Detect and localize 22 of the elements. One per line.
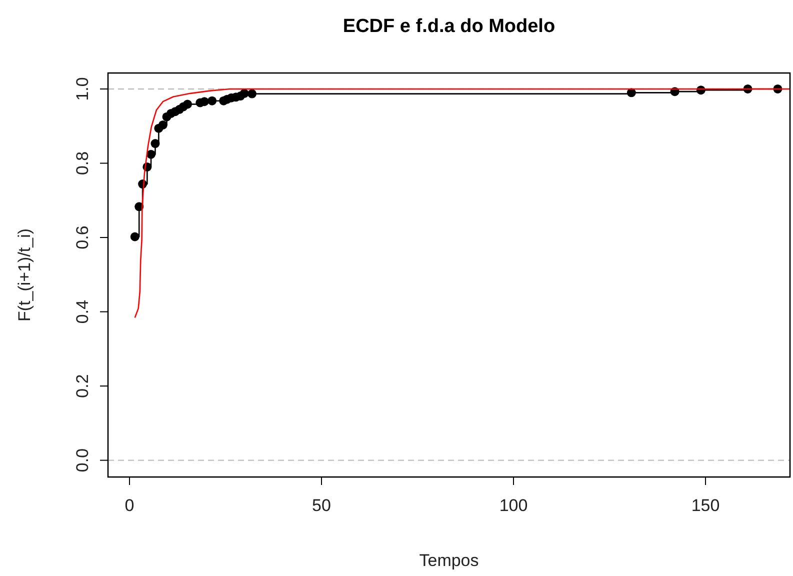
line-series — [134, 88, 791, 318]
point — [130, 232, 140, 242]
x-axis-title: Tempos — [419, 551, 479, 570]
point — [248, 89, 257, 98]
y-tick-label: 0.6 — [73, 226, 92, 250]
y-tick-label: 0.2 — [73, 374, 92, 398]
x-tick-label: 150 — [691, 496, 720, 515]
x-tick-label: 100 — [499, 496, 528, 515]
y-tick-label: 0.0 — [73, 448, 92, 472]
point — [158, 120, 168, 130]
y-axis-title: F(t_(i+1)/t_i) — [15, 228, 34, 322]
x-tick-label: 0 — [124, 496, 134, 515]
x-tick-label: 50 — [312, 496, 331, 515]
point — [146, 150, 156, 159]
point — [626, 88, 636, 98]
y-tick-label: 0.4 — [73, 300, 92, 324]
point — [182, 100, 192, 109]
y-tick-label: 0.8 — [73, 151, 92, 176]
point — [208, 96, 217, 106]
y-tick-label: 1.0 — [73, 77, 92, 101]
point — [150, 139, 160, 148]
chart-title: ECDF e f.d.a do Modelo — [342, 16, 556, 37]
